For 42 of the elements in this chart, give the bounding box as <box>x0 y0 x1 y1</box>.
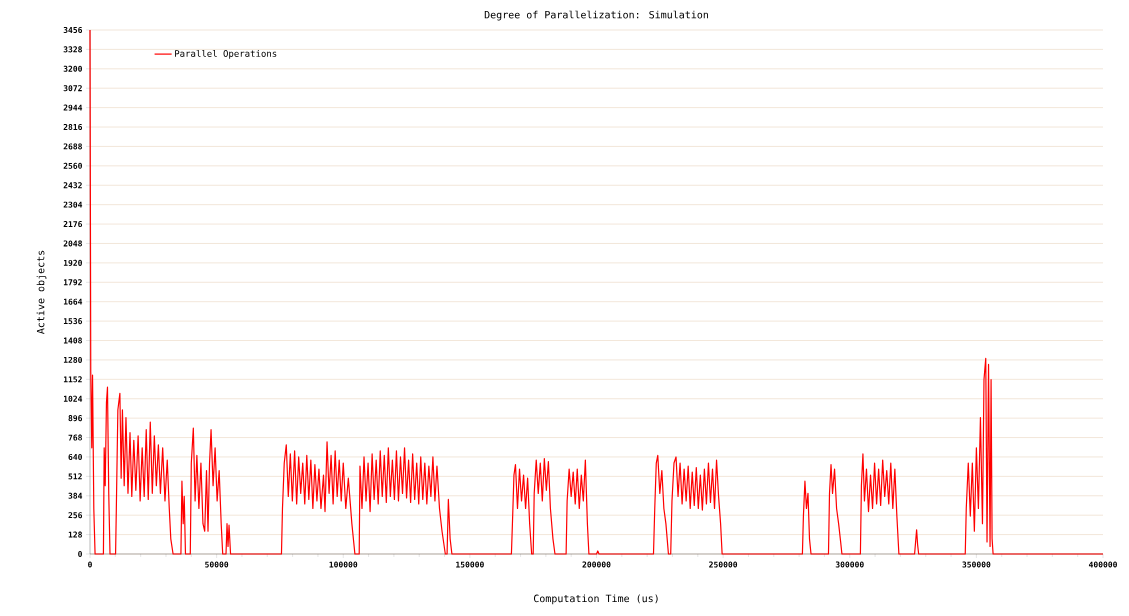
x-axis-title: Computation Time (us) <box>533 594 658 605</box>
x-tick-label: 400000 <box>1088 561 1117 568</box>
y-tick-label: 2304 <box>63 201 83 208</box>
y-tick-label: 256 <box>68 512 83 519</box>
y-tick-label: 1920 <box>63 259 82 266</box>
x-tick-label: 200000 <box>582 561 611 568</box>
y-tick-label: 3072 <box>63 85 82 92</box>
x-tick-label: 300000 <box>835 561 864 568</box>
y-tick-label: 384 <box>68 492 83 499</box>
y-tick-label: 1408 <box>63 337 82 344</box>
y-tick-label: 640 <box>68 453 82 460</box>
y-tick-label: 3328 <box>63 46 82 53</box>
y-tick-label: 2688 <box>63 143 82 150</box>
line-series <box>89 29 1104 555</box>
y-tick-label: 2176 <box>63 221 83 228</box>
y-tick-label: 3456 <box>63 26 83 34</box>
legend-label: Parallel Operations <box>175 49 277 59</box>
y-tick-label: 896 <box>68 415 83 422</box>
x-tick-label: 150000 <box>456 561 484 568</box>
chart-title: Degree of Parallelization: Simulation <box>484 10 708 21</box>
x-tick-label: 0 <box>88 561 92 568</box>
y-tick-label: 1024 <box>63 395 83 402</box>
y-tick-label: 1152 <box>63 376 82 383</box>
y-tick-label: 2560 <box>63 162 82 169</box>
y-tick-label: 0 <box>78 550 82 558</box>
y-tick-label: 1664 <box>63 298 83 305</box>
x-tick-label: 50000 <box>205 561 229 568</box>
y-tick-label: 2816 <box>63 124 83 131</box>
y-tick-label: 2944 <box>63 104 83 111</box>
y-tick-label: 768 <box>68 434 82 441</box>
x-tick-label: 100000 <box>329 561 358 568</box>
y-tick-label: 1536 <box>63 318 83 325</box>
x-tick-label: 250000 <box>709 561 738 568</box>
y-tick-label: 3200 <box>63 65 82 72</box>
y-tick-label: 2048 <box>63 240 82 247</box>
y-tick-label: 1280 <box>63 356 82 363</box>
y-tick-label: 2432 <box>63 182 82 189</box>
y-tick-label: 512 <box>68 473 82 480</box>
x-tick-label: 350000 <box>962 561 991 568</box>
y-tick-label: 1792 <box>63 279 82 286</box>
y-tick-label: 128 <box>68 531 82 538</box>
y-axis-title: Active objects <box>36 250 47 334</box>
